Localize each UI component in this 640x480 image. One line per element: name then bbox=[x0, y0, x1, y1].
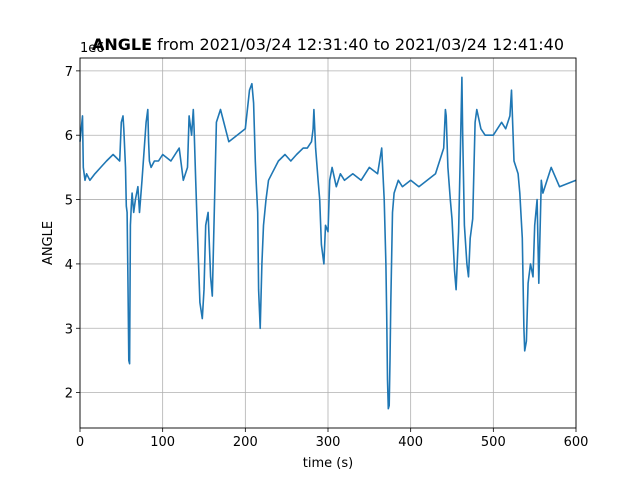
y-tick-label: 6 bbox=[65, 129, 73, 144]
y-tick-label: 3 bbox=[65, 322, 73, 337]
chart-title: ANGLE from 2021/03/24 12:31:40 to 2021/0… bbox=[92, 35, 564, 54]
x-tick-label: 600 bbox=[564, 435, 589, 450]
y-axis-ticks: 2 3 4 5 6 7 bbox=[65, 65, 80, 402]
angle-series-line bbox=[79, 76, 577, 410]
x-axis-ticks: 0 100 200 300 400 500 600 bbox=[76, 428, 589, 450]
y-tick-label: 7 bbox=[65, 65, 73, 80]
y-tick-label: 2 bbox=[65, 387, 73, 402]
x-tick-label: 200 bbox=[233, 435, 258, 450]
x-tick-label: 400 bbox=[398, 435, 423, 450]
grid-lines bbox=[79, 58, 577, 428]
y-tick-label: 4 bbox=[65, 258, 73, 273]
y-axis-offset-text: 1e6 bbox=[80, 41, 105, 56]
x-tick-label: 500 bbox=[481, 435, 506, 450]
chart-title-bold: ANGLE bbox=[92, 35, 152, 54]
x-tick-label: 100 bbox=[150, 435, 175, 450]
x-tick-label: 0 bbox=[76, 435, 84, 450]
y-tick-label: 5 bbox=[65, 194, 73, 209]
y-axis-label: ANGLE bbox=[41, 221, 56, 265]
x-axis-label: time (s) bbox=[303, 456, 353, 471]
x-tick-label: 300 bbox=[316, 435, 341, 450]
chart-title-rest: from 2021/03/24 12:31:40 to 2021/03/24 1… bbox=[152, 35, 564, 54]
